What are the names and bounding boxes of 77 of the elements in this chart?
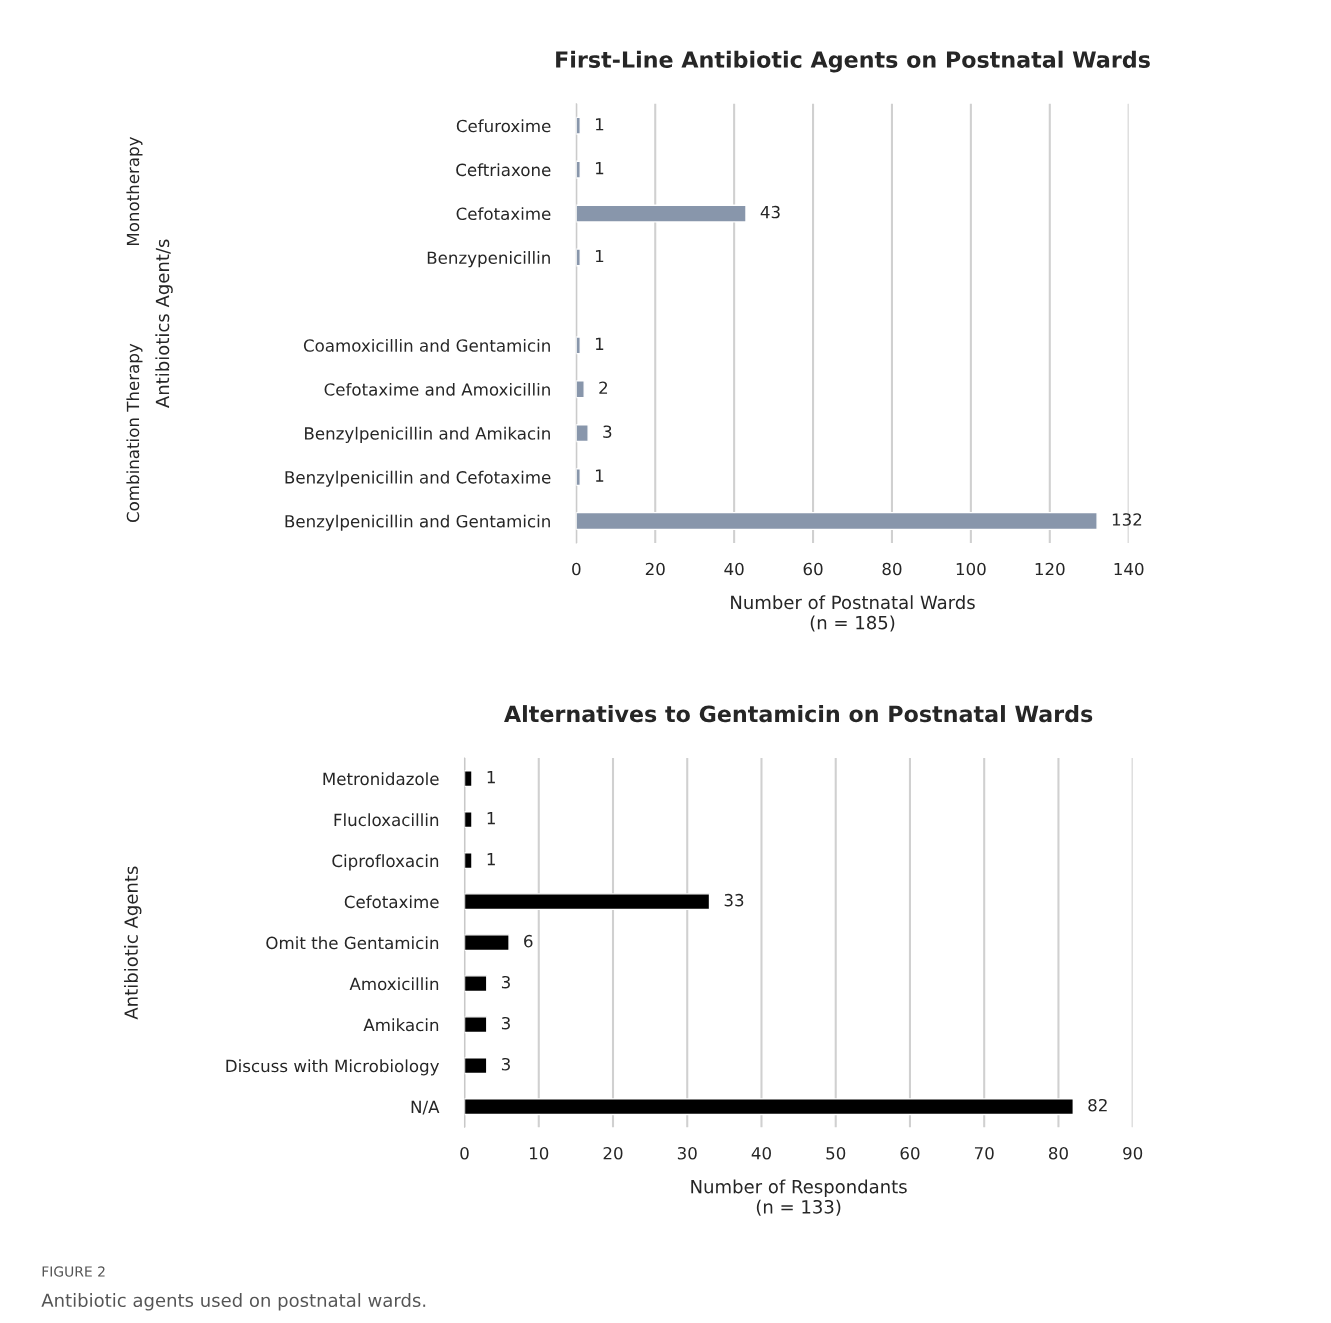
data-label: 3 [501, 1057, 510, 1071]
data-label: 1 [487, 771, 495, 784]
y-tick-label: Ceftriaxone [456, 163, 551, 177]
data-label: 33 [724, 893, 744, 907]
x-tick-label: 100 [956, 562, 986, 576]
x-tick-label: 30 [677, 1146, 697, 1160]
bar [576, 204, 747, 223]
x-tick-label: 80 [882, 562, 902, 576]
y-tick-label: Coamoxicillin and Gentamicin [303, 338, 550, 352]
y-tick-label: Benzylpenicillin and Amikacin [305, 426, 550, 443]
x-tick-label: 60 [803, 562, 823, 576]
y-tick-label: Amikacin [363, 1018, 439, 1032]
x-tick-label: 40 [751, 1146, 771, 1160]
bar [464, 975, 488, 993]
bar [464, 1057, 488, 1075]
y-tick-label: Omit the Gentamicin [266, 936, 439, 950]
data-label: 132 [1112, 513, 1142, 526]
bar [464, 1098, 1074, 1116]
data-label: 3 [501, 975, 510, 989]
text: Monotherapy [126, 136, 143, 246]
data-label: 1 [487, 812, 495, 825]
x-tick-label: 140 [1114, 562, 1144, 576]
data-label: 3 [603, 425, 612, 438]
y-tick-label: Cefotaxime [344, 895, 439, 909]
data-label: 1 [595, 118, 604, 131]
data-label: 1 [595, 469, 604, 482]
y-tick-label: Discuss with Microbiology [226, 1059, 440, 1076]
x-tick-label: 60 [900, 1146, 920, 1160]
y-tick-label: Amoxicillin [349, 977, 439, 991]
y-tick-label: Ciprofloxacin [332, 854, 439, 871]
bar [576, 380, 585, 399]
y-tick-label: Cefotaxime and Amoxicillin [324, 382, 550, 396]
data-label: 1 [487, 853, 495, 866]
y-tick-label: N/A [411, 1100, 440, 1115]
chart-title: Alternatives to Gentamicin on Postnatal Wards [504, 705, 1093, 723]
x-axis-title: Number of Postnatal Wards (n = 185) [731, 595, 975, 632]
bar [464, 852, 473, 870]
x-tick-label: 120 [1035, 562, 1065, 576]
y-tick-label: Cefotaxime [456, 207, 551, 221]
chart-title: First-Line Antibiotic Agents on Postnatal Wards [556, 50, 1150, 73]
y-axis-title: Antibiotics Agent/s [155, 239, 173, 408]
y-tick-label: Flucloxacillin [334, 813, 439, 827]
data-label: 6 [524, 934, 533, 948]
x-tick-label: 50 [826, 1146, 846, 1160]
data-label: 2 [599, 381, 608, 394]
x-tick-label: 70 [974, 1146, 994, 1160]
x-tick-label: 10 [529, 1146, 549, 1160]
caption: FIGURE 2 [42, 1266, 105, 1277]
bar [464, 811, 473, 829]
x-tick-label: 40 [724, 562, 744, 576]
data-label: 43 [760, 205, 780, 219]
bar [464, 893, 711, 911]
x-tick-label: 90 [1123, 1146, 1143, 1160]
y-tick-label: Benzypenicillin [427, 251, 550, 268]
bar [464, 770, 473, 788]
data-label: 1 [595, 249, 604, 263]
x-tick-label: 20 [603, 1146, 623, 1160]
x-tick-label: 20 [645, 562, 665, 576]
bar [576, 511, 1098, 531]
bar [576, 424, 589, 443]
text: Combination Therapy [126, 343, 143, 523]
x-tick-label: 80 [1048, 1146, 1068, 1160]
data-label: 1 [595, 337, 604, 350]
x-tick-label: 0 [460, 1146, 469, 1160]
x-tick-label: 0 [572, 562, 581, 576]
x-axis-title: Number of Respondants (n = 133) [691, 1179, 907, 1216]
y-tick-label: Benzylpenicillin and Gentamicin [285, 514, 550, 531]
bar [464, 1016, 488, 1034]
text: Antibiotic agents used on postnatal wards. [41, 1293, 426, 1311]
y-tick-label: Metronidazole [323, 772, 439, 786]
y-tick-label: Cefuroxime [456, 119, 551, 133]
y-tick-label: Benzylpenicillin and Cefotaxime [285, 470, 551, 487]
bar [464, 934, 510, 952]
y-axis-title: Antibiotic Agents [123, 866, 142, 1020]
data-label: 82 [1088, 1098, 1107, 1112]
data-label: 1 [595, 162, 604, 175]
data-label: 3 [501, 1016, 510, 1030]
